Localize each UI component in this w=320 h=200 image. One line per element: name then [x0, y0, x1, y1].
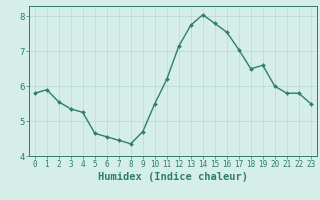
- X-axis label: Humidex (Indice chaleur): Humidex (Indice chaleur): [98, 172, 248, 182]
